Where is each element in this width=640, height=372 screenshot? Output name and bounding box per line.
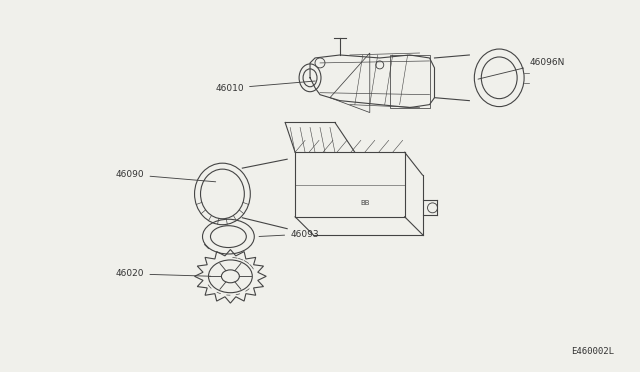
Text: E460002L: E460002L [571,347,614,356]
Text: 46020: 46020 [116,269,211,278]
Text: 46010: 46010 [216,81,316,93]
Text: 46090: 46090 [116,170,216,182]
Text: 46096N: 46096N [478,58,564,79]
Text: BB: BB [360,200,369,206]
Text: 46093: 46093 [259,230,319,238]
